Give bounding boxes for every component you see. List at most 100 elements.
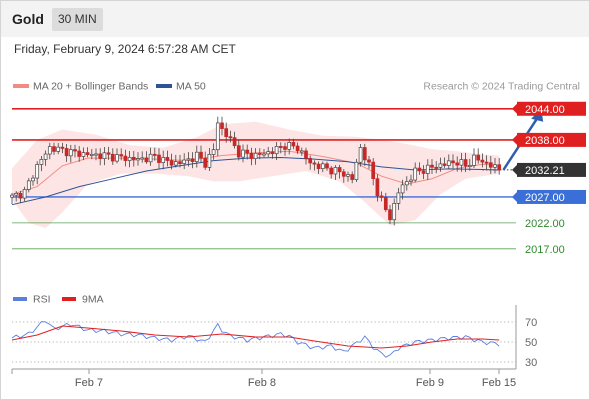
candle: [115, 148, 119, 164]
candle: [438, 157, 443, 172]
current-price-label: 2032.21: [525, 165, 565, 177]
candle: [190, 152, 195, 169]
candle: [35, 161, 40, 185]
instrument-title: Gold: [12, 11, 44, 27]
candle: [497, 157, 502, 175]
candle: [220, 116, 224, 136]
rsi-line: [11, 321, 500, 358]
candle: [388, 204, 392, 224]
candle: [127, 150, 132, 168]
candle: [362, 143, 367, 166]
candle: [31, 175, 35, 186]
x-tick-label: Feb 9: [416, 377, 444, 389]
ma50-legend-swatch: [156, 84, 172, 88]
bollinger-bands: [12, 121, 500, 229]
candle: [367, 155, 371, 169]
candle: [47, 142, 52, 160]
candle: [169, 153, 174, 170]
resistance-1-label-bg: [517, 132, 586, 147]
candle: [337, 164, 342, 179]
candle: [413, 162, 418, 183]
candle: [52, 142, 56, 155]
candle: [199, 145, 203, 163]
candle: [396, 187, 401, 211]
candle: [375, 174, 380, 202]
resistance-2-label-bg: [517, 101, 586, 116]
rsi-tick-label: 70: [525, 317, 537, 329]
candle: [249, 147, 254, 166]
candle: [140, 151, 145, 163]
x-tick-label: Feb 7: [75, 377, 103, 389]
candle: [203, 151, 208, 170]
rsi-legend-swatch: [13, 297, 27, 301]
candle: [241, 144, 245, 163]
candle: [488, 155, 493, 175]
pivot-label: 2027.00: [525, 192, 565, 204]
ma9-legend-swatch: [62, 297, 76, 301]
support-1-label: 2022.00: [525, 218, 565, 230]
candle: [425, 159, 430, 181]
candle: [320, 161, 325, 173]
rsi-9ma-line: [11, 325, 500, 349]
candle: [350, 171, 355, 184]
main-legend: MA 20 + Bollinger Bands MA 50 Research ©…: [13, 81, 580, 93]
candle: [81, 147, 86, 161]
candle: [430, 159, 434, 174]
candle: [215, 116, 220, 157]
candle: [245, 144, 250, 160]
candle: [451, 154, 455, 169]
candle: [312, 160, 317, 171]
candle: [102, 147, 107, 166]
candle: [211, 143, 216, 160]
candle: [182, 153, 187, 170]
candle: [64, 143, 69, 162]
candlesticks: [10, 116, 502, 226]
ma50-legend-label: MA 50: [176, 81, 206, 93]
candle: [480, 153, 485, 168]
resistance-1-label: 2038.00: [525, 135, 565, 147]
candle: [354, 158, 359, 183]
candle: [379, 191, 384, 202]
candle: [110, 148, 115, 165]
candle: [94, 148, 98, 161]
timeframe-button[interactable]: 30 MIN: [52, 8, 103, 31]
candle: [119, 148, 124, 161]
candle: [161, 150, 166, 170]
rsi-tick-label: 50: [525, 337, 537, 349]
candle: [232, 131, 237, 149]
ma20-legend-swatch: [13, 84, 29, 88]
x-tick-label: Feb 15: [482, 377, 516, 389]
candle: [446, 154, 451, 170]
candle: [43, 150, 48, 166]
candle: [299, 147, 304, 156]
candle: [224, 122, 229, 143]
candle: [144, 151, 149, 164]
candle: [467, 158, 472, 171]
support-2-label: 2017.00: [525, 244, 565, 256]
candle: [493, 157, 497, 174]
candle: [484, 155, 489, 170]
price-levels: [12, 107, 516, 250]
pivot-label-bg: [517, 189, 586, 204]
candle: [304, 147, 308, 165]
candle: [270, 147, 275, 159]
candle: [26, 178, 31, 193]
candle: [316, 161, 321, 174]
candle: [283, 142, 287, 156]
candle: [60, 142, 65, 154]
candle: [421, 165, 426, 180]
candle: [274, 142, 279, 160]
candle: [434, 161, 439, 174]
candle: [278, 142, 283, 154]
candle: [476, 148, 481, 164]
candle: [194, 145, 199, 168]
level-labels: 2044.00 2038.00 2032.21 2027.00 2022.00 2017.…: [512, 101, 586, 256]
candle: [123, 149, 128, 167]
candle: [325, 161, 329, 171]
candle: [346, 171, 350, 182]
rsi-legend: RSI 9MA: [13, 294, 104, 306]
candle: [228, 130, 233, 143]
bollinger-band-fill: [12, 121, 500, 229]
candle: [73, 144, 77, 158]
